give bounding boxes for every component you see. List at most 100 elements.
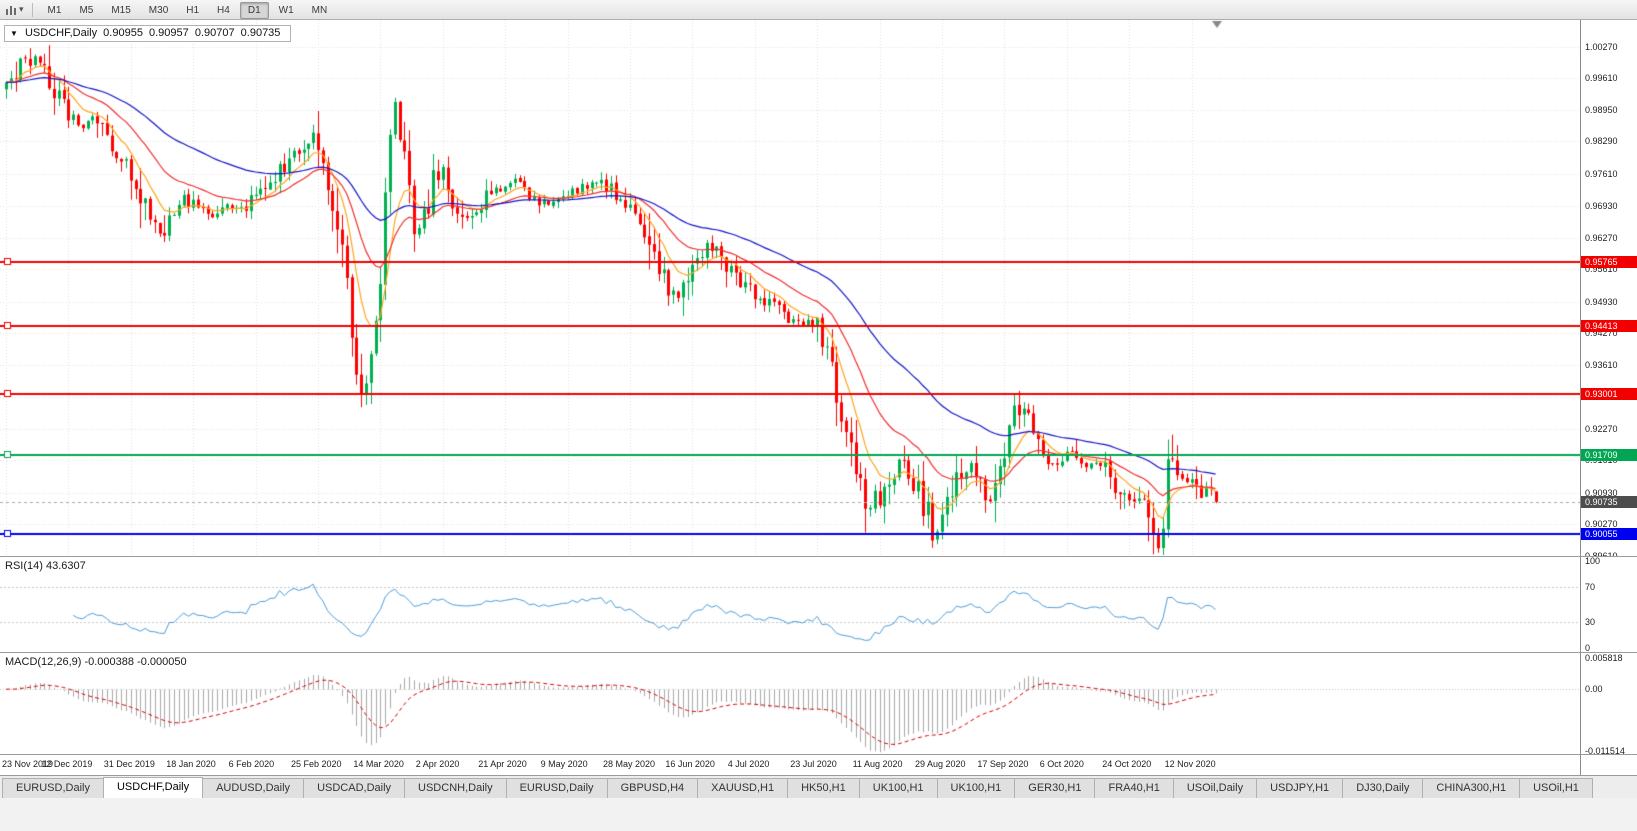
chart-tab-usdchf-daily[interactable]: USDCHF,Daily (102, 777, 204, 798)
hline-price-tag: 0.94413 (1581, 320, 1637, 333)
high-value: 0.90957 (149, 27, 189, 39)
price-axis-label: 0.90270 (1585, 519, 1618, 530)
price-axis-label: 0.92270 (1585, 423, 1618, 434)
price-axis-label: 0.95610 (1585, 264, 1618, 275)
main-chart-panel: 1.00270 0.99610 0.98950 0.98290 0.97610 0.969… (0, 20, 1637, 556)
rsi-label: RSI(14) 43.6307 (5, 560, 86, 572)
symbol-timeframe-label: USDCHF,Daily (24, 27, 98, 39)
date-axis-label: 31 Dec 2019 (103, 759, 155, 769)
price-axis-label: 0.93610 (1585, 359, 1618, 370)
price-axis-label: 0.94270 (1585, 328, 1618, 339)
chart-tab-china300-h1[interactable]: CHINA300,H1 (1422, 778, 1521, 798)
rsi-axis-label: 100 (1585, 556, 1601, 566)
current-price-tag: 0.90735 (1581, 495, 1637, 508)
chart-tab-xauusd-h1[interactable]: XAUUSD,H1 (697, 778, 789, 798)
date-axis-label: 24 Oct 2020 (1102, 759, 1152, 769)
chart-tab-usdcnh-daily[interactable]: USDCNH,Daily (404, 778, 507, 798)
low-value: 0.90707 (194, 27, 235, 39)
date-axis-label: 23 Jul 2020 (790, 759, 837, 769)
hline-price-tag: 0.90055 (1581, 528, 1637, 541)
symbol-ohlc-readout[interactable]: ▼ USDCHF,Daily 0.90955 0.90957 0.90707 0… (4, 25, 292, 42)
date-axis-label: 14 Mar 2020 (353, 759, 404, 769)
date-axis-label: 17 Sep 2020 (977, 759, 1029, 769)
chart-tab-gbpusd-h4[interactable]: GBPUSD,H4 (606, 778, 699, 798)
price-axis[interactable]: 1.00270 0.99610 0.98950 0.98290 0.97610 0.969… (1580, 20, 1637, 556)
timeframe-button-W1[interactable]: W1 (278, 5, 294, 16)
chart-tab-uk100-h1[interactable]: UK100,H1 (858, 778, 938, 798)
date-axis-label: 25 Feb 2020 (291, 759, 342, 769)
caret-down-icon[interactable]: ▾ (19, 4, 24, 14)
rsi-axis[interactable]: 100 70 30 0 (1580, 557, 1637, 652)
date-axis-label: 4 Jul 2020 (727, 759, 770, 769)
date-axis-label: 6 Oct 2020 (1039, 759, 1084, 769)
timeframe-button-group: M1 M5 M15 M30 H1 H4 D1 W1 MN (39, 0, 337, 19)
date-axis-label: 29 Aug 2020 (915, 759, 966, 769)
date-axis-label: 12 Dec 2019 (41, 759, 93, 769)
date-axis-label: 12 Nov 2020 (1164, 759, 1216, 769)
price-axis-label: 0.89610 (1585, 550, 1618, 556)
one-click-trading-icon[interactable]: ▼ (10, 29, 18, 38)
price-axis-label: 0.96270 (1585, 232, 1618, 243)
chart-tab-eurusd-daily[interactable]: EURUSD,Daily (505, 778, 608, 798)
price-axis-label: 1.00270 (1585, 41, 1618, 52)
timeframe-button-M30[interactable]: M30 (148, 5, 169, 16)
timeframe-button-M15[interactable]: M15 (111, 5, 131, 16)
macd-axis[interactable]: 0.005818 0.00 -0.011514 (1580, 653, 1637, 754)
chart-tab-dj30-daily[interactable]: DJ30,Daily (1342, 778, 1424, 798)
date-axis-label: 2 Apr 2020 (415, 759, 460, 769)
price-axis-label: 0.98290 (1585, 136, 1618, 147)
axis-corner (1580, 755, 1637, 775)
macd-panel: 0.005818 0.00 -0.011514 MACD(12,26,9) -0.0… (0, 652, 1637, 754)
macd-axis-label: -0.011514 (1585, 746, 1625, 754)
toolbar: ▾ M1 M5 M15 M30 H1 H4 D1 W1 MN (0, 0, 1637, 20)
macd-label: MACD(12,26,9) -0.000388 -0.000050 (5, 656, 187, 668)
timeframe-button-D1[interactable]: D1 (239, 2, 269, 19)
date-axis-label: 21 Apr 2020 (478, 759, 527, 769)
timeframe-button-MN[interactable]: MN (311, 5, 328, 16)
chart-tab-bar: EURUSD,Daily USDCHF,Daily AUDUSD,Daily USDC… (0, 775, 1637, 798)
chart-tab-hk50-h1[interactable]: HK50,H1 (787, 778, 860, 798)
date-axis-label: 28 May 2020 (603, 759, 656, 769)
main-chart-canvas[interactable] (0, 20, 1580, 556)
macd-canvas[interactable] (0, 654, 1580, 754)
macd-axis-label: 0.00 (1585, 684, 1603, 695)
rsi-axis-label: 70 (1585, 582, 1596, 593)
timeframe-button-M5[interactable]: M5 (79, 5, 94, 16)
chart-tab-audusd-daily[interactable]: AUDUSD,Daily (202, 778, 305, 798)
price-axis-label: 0.96930 (1585, 201, 1618, 212)
date-axis[interactable]: 23 Nov 2019 12 Dec 2019 31 Dec 2019 18 Jan … (0, 754, 1637, 775)
timeframe-button-H4[interactable]: H4 (217, 5, 230, 16)
price-axis-label: 0.94930 (1585, 296, 1618, 307)
rsi-panel: 100 70 30 0 RSI(14) 43.6307 (0, 556, 1637, 652)
chart-tab-eurusd-daily[interactable]: EURUSD,Daily (2, 778, 104, 798)
chart-tab-usdcad-daily[interactable]: USDCAD,Daily (303, 778, 406, 798)
hline-price-tag: 0.93001 (1581, 387, 1637, 400)
chart-tab-usoil-daily[interactable]: USOil,Daily (1172, 778, 1258, 798)
hline-price-tag: 0.91709 (1581, 449, 1637, 462)
date-axis-label: 6 Feb 2020 (228, 759, 275, 769)
price-axis-label: 0.99610 (1585, 73, 1618, 84)
status-strip (0, 798, 1637, 831)
chart-tab-usdjpy-h1[interactable]: USDJPY,H1 (1256, 778, 1344, 798)
hline-price-tag: 0.95765 (1581, 255, 1637, 268)
close-value: 0.90735 (240, 27, 281, 39)
chart-tab-fra40-h1[interactable]: FRA40,H1 (1094, 778, 1174, 798)
date-axis-label: 11 Aug 2020 (852, 759, 903, 769)
price-axis-label: 0.97610 (1585, 168, 1618, 179)
bar-chart-icon[interactable] (5, 4, 18, 16)
rsi-axis-label: 0 (1585, 643, 1591, 652)
date-axis-label: 23 Nov 2019 (2, 759, 54, 769)
chart-tab-uk100-h1[interactable]: UK100,H1 (936, 778, 1016, 798)
open-value: 0.90955 (103, 27, 143, 39)
rsi-canvas[interactable] (0, 558, 1580, 652)
chart-tab-ger30-h1[interactable]: GER30,H1 (1014, 778, 1096, 798)
price-axis-label: 0.90930 (1585, 487, 1618, 498)
date-axis-label: 16 Jun 2020 (665, 759, 715, 769)
chart-tab-usoil-h1[interactable]: USOil,H1 (1519, 778, 1593, 798)
date-axis-label: 18 Jan 2020 (166, 759, 216, 769)
timeframe-button-M1[interactable]: M1 (47, 5, 62, 16)
timeframe-button-H1[interactable]: H1 (186, 5, 200, 16)
toolbar-separator (31, 2, 33, 17)
rsi-axis-label: 30 (1585, 616, 1596, 627)
